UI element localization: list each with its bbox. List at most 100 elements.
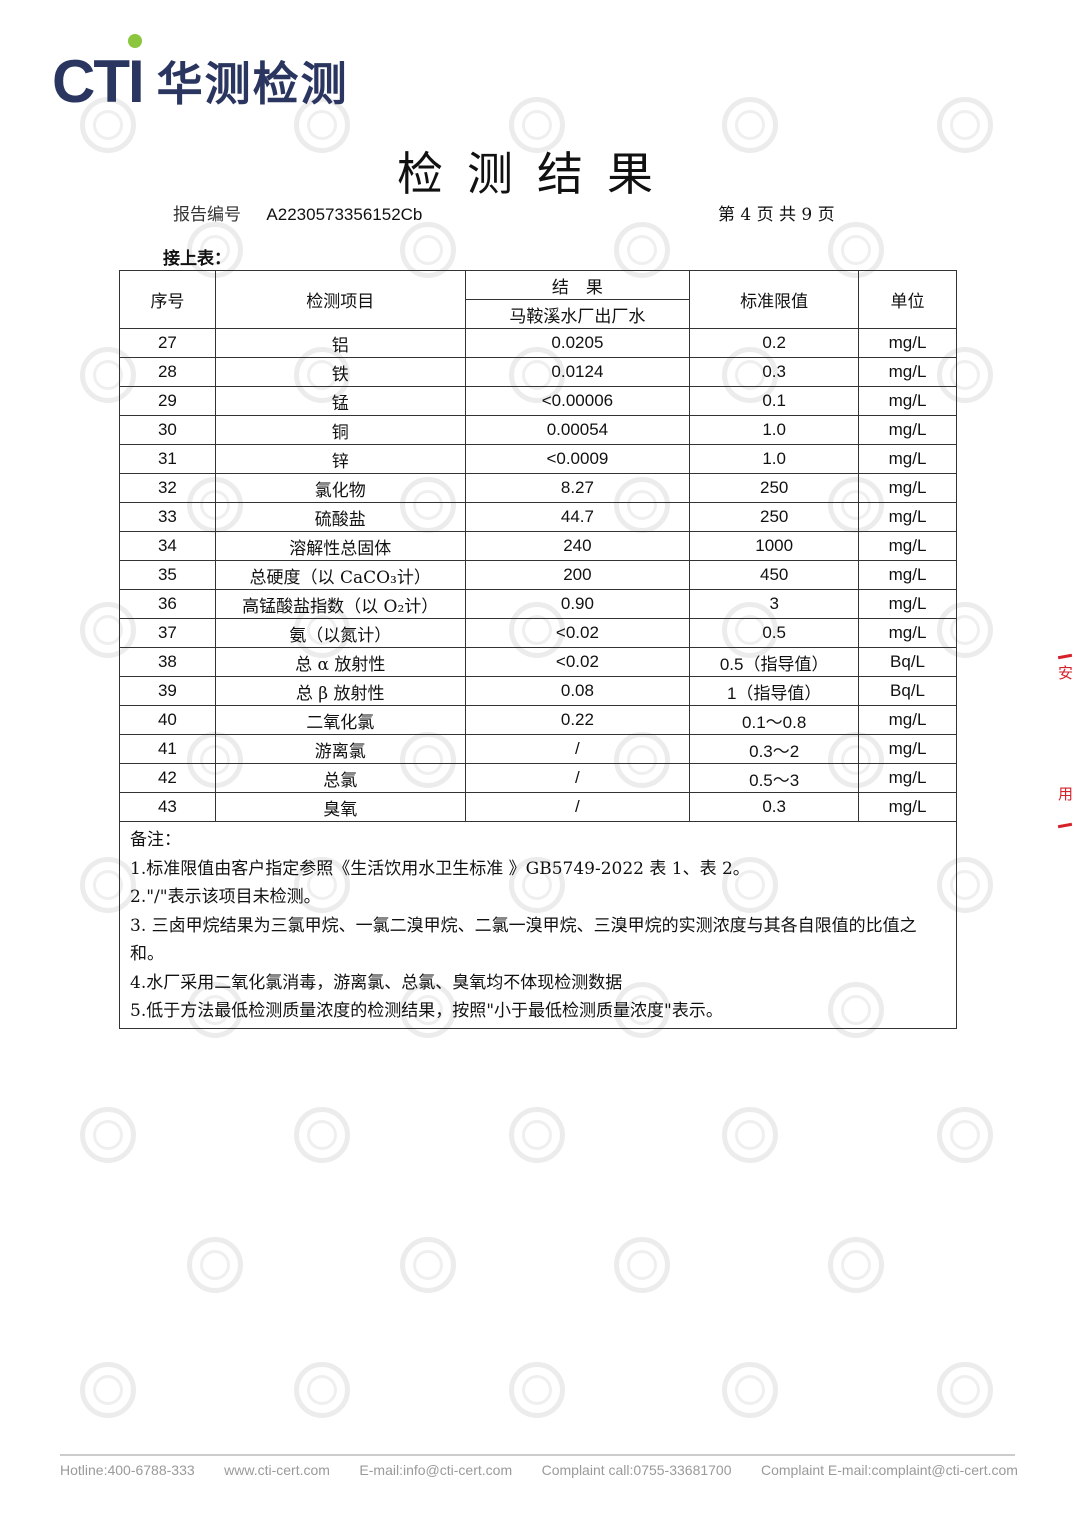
- red-seal-stamp: 安 用: [1057, 653, 1074, 860]
- cti-watermark-icon: [282, 1095, 362, 1175]
- page-title: 检测结果: [397, 147, 677, 201]
- table-row: 30 铜 0.00054 1.0 mg/L: [119, 415, 957, 445]
- cell-item: 总 α 放射性: [214, 647, 466, 677]
- cti-watermark-icon: [925, 1095, 1005, 1175]
- cti-watermark-icon: [68, 1350, 148, 1430]
- cell-result: /: [464, 792, 691, 822]
- cell-result: 0.22: [464, 705, 691, 735]
- cell-unit: mg/L: [858, 531, 957, 561]
- cell-item: 氯化物: [214, 473, 466, 503]
- cti-watermark-icon: [710, 1095, 790, 1175]
- cell-item: 总 β 放射性: [214, 676, 466, 706]
- cell-limit: 1.0: [689, 415, 860, 445]
- cell-result: 0.90: [464, 589, 691, 619]
- cell-unit: Bq/L: [858, 647, 957, 677]
- cell-item: 高锰酸盐指数（以 O₂计）: [214, 589, 466, 619]
- cell-no: 36: [119, 589, 216, 619]
- footer-email[interactable]: E-mail:info@cti-cert.com: [359, 1462, 513, 1478]
- table-row: 29 锰 <0.00006 0.1 mg/L: [119, 386, 957, 416]
- cti-watermark-icon: [497, 1095, 577, 1175]
- cell-limit: 3: [689, 589, 860, 619]
- footer-hotline: Hotline:400-6788-333: [60, 1462, 195, 1478]
- cell-unit: mg/L: [858, 734, 957, 764]
- report-number: 报告编号 A2230573356152Cb: [173, 200, 422, 225]
- cell-unit: mg/L: [858, 763, 957, 793]
- note-item: 2."/"表示该项目未检测。: [130, 887, 321, 907]
- cell-result: <0.02: [464, 647, 691, 677]
- cti-watermark-icon: [497, 1350, 577, 1430]
- cell-no: 37: [119, 618, 216, 648]
- cti-watermark-icon: [68, 1095, 148, 1175]
- header-item: 检测项目: [214, 270, 466, 329]
- cell-no: 41: [119, 734, 216, 764]
- footer: Hotline:400-6788-333 www.cti-cert.com E-…: [60, 1462, 1018, 1478]
- table-row: 35 总硬度（以 CaCO₃计） 200 450 mg/L: [119, 560, 957, 590]
- report-number-value: A2230573356152Cb: [266, 205, 423, 224]
- cell-no: 31: [119, 444, 216, 474]
- header-no: 序号: [119, 270, 216, 329]
- note-item: 1.标准限值由客户指定参照《生活饮用水卫生标准 》GB5749-2022 表 1…: [130, 858, 750, 879]
- cell-no: 27: [119, 328, 216, 358]
- footer-complaint-call: Complaint call:0755-33681700: [541, 1462, 732, 1478]
- table-header-row: 序号 检测项目 结 果 标准限值 单位: [119, 270, 957, 329]
- cell-result: /: [464, 763, 691, 793]
- footer-complaint-email[interactable]: Complaint E-mail:complaint@cti-cert.com: [761, 1462, 1018, 1478]
- cell-unit: mg/L: [858, 589, 957, 619]
- cell-result: 200: [464, 560, 691, 590]
- cell-item: 二氧化氯: [214, 705, 466, 735]
- cell-no: 29: [119, 386, 216, 416]
- cell-item: 锌: [214, 444, 466, 474]
- cell-limit: 0.5: [689, 618, 860, 648]
- cell-result: 8.27: [464, 473, 691, 503]
- cell-limit: 250: [689, 473, 860, 503]
- cell-limit: 0.1～0.8: [689, 705, 860, 735]
- cell-limit: 1.0: [689, 444, 860, 474]
- cell-unit: mg/L: [858, 357, 957, 387]
- cell-no: 42: [119, 763, 216, 793]
- cti-watermark-icon: [388, 1225, 468, 1305]
- table-row: 33 硫酸盐 44.7 250 mg/L: [119, 502, 957, 532]
- notes-row: 备注： 1.标准限值由客户指定参照《生活饮用水卫生标准 》GB5749-2022…: [119, 821, 957, 1029]
- cell-no: 28: [119, 357, 216, 387]
- page-info: 第 4 页 共 9 页: [718, 205, 835, 225]
- cell-unit: mg/L: [858, 792, 957, 822]
- cell-unit: mg/L: [858, 618, 957, 648]
- cell-unit: mg/L: [858, 560, 957, 590]
- table-row: 40 二氧化氯 0.22 0.1～0.8 mg/L: [119, 705, 957, 735]
- cell-item: 锰: [214, 386, 466, 416]
- notes-label: 备注：: [130, 830, 181, 850]
- cell-result: <0.0009: [464, 444, 691, 474]
- cell-limit: 450: [689, 560, 860, 590]
- cti-watermark-icon: [710, 1350, 790, 1430]
- cell-limit: 0.3～2: [689, 734, 860, 764]
- cell-limit: 0.2: [689, 328, 860, 358]
- cell-no: 34: [119, 531, 216, 561]
- table-row: 31 锌 <0.0009 1.0 mg/L: [119, 444, 957, 474]
- footer-website[interactable]: www.cti-cert.com: [224, 1462, 330, 1478]
- table-row: 41 游离氯/0.3～2 mg/L: [119, 734, 957, 764]
- cell-result: 0.00054: [464, 415, 691, 445]
- cell-result: <0.00006: [464, 386, 691, 416]
- results-table: 序号 检测项目 结 果 标准限值 单位 马鞍溪水厂出厂水 27 铝 0.0205 0.…: [119, 270, 957, 1029]
- cell-limit: 1（指导值）: [689, 676, 860, 706]
- cti-logo: CTI 华测检测: [52, 34, 349, 112]
- table-row: 34 溶解性总固体 240 1000 mg/L: [119, 531, 957, 561]
- cell-item: 总氯: [214, 763, 466, 793]
- cell-no: 43: [119, 792, 216, 822]
- cell-unit: mg/L: [858, 328, 957, 358]
- cell-item: 溶解性总固体: [214, 531, 466, 561]
- cell-item: 铁: [214, 357, 466, 387]
- table-row: 27 铝 0.0205 0.2 mg/L: [119, 328, 957, 358]
- cell-unit: mg/L: [858, 705, 957, 735]
- notes-cell: 备注： 1.标准限值由客户指定参照《生活饮用水卫生标准 》GB5749-2022…: [119, 821, 957, 1029]
- table-row: 32 氯化物 8.27 250 mg/L: [119, 473, 957, 503]
- cell-no: 39: [119, 676, 216, 706]
- header-unit: 单位: [858, 270, 957, 329]
- table-row: 37 氨（以氮计） <0.02 0.5 mg/L: [119, 618, 957, 648]
- cell-limit: 0.5～3: [689, 763, 860, 793]
- logo-dot-icon: [128, 34, 142, 48]
- cti-watermark-icon: [602, 1225, 682, 1305]
- table-row: 39 总 β 放射性 0.08 1（指导值） Bq/L: [119, 676, 957, 706]
- table-row: 36 高锰酸盐指数（以 O₂计） 0.90 3 mg/L: [119, 589, 957, 619]
- cell-item: 铜: [214, 415, 466, 445]
